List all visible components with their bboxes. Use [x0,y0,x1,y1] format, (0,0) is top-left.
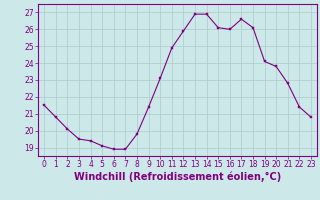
X-axis label: Windchill (Refroidissement éolien,°C): Windchill (Refroidissement éolien,°C) [74,172,281,182]
